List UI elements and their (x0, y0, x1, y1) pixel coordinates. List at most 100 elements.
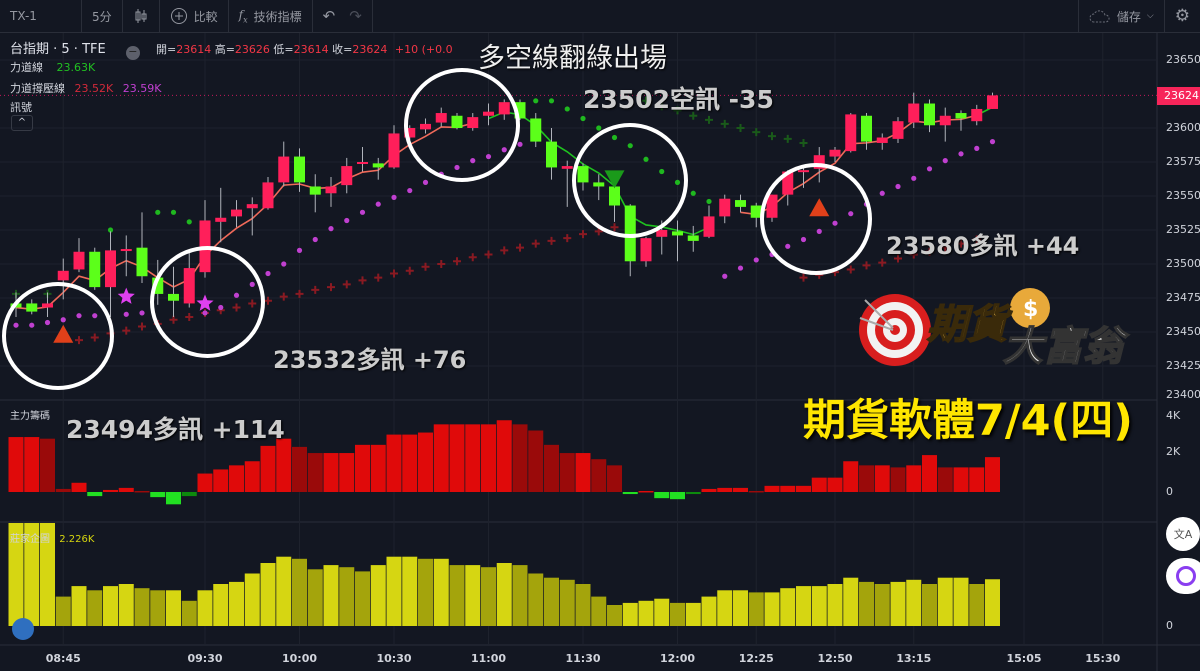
intent-bar (654, 598, 670, 626)
intent-bar (953, 577, 969, 626)
intent-bar (418, 558, 433, 626)
high-label: 高= (214, 43, 235, 56)
main-force-bar (607, 465, 622, 492)
intent-bar (811, 586, 827, 626)
resist-cross (783, 134, 792, 143)
candle-body (876, 137, 888, 143)
main-force-bar (512, 424, 528, 492)
candle-body (955, 113, 967, 119)
intent-bar (512, 565, 528, 626)
candle-body (136, 247, 148, 277)
intent-bar (134, 588, 150, 626)
main-force-bar (197, 473, 213, 492)
plus-circle-icon (170, 8, 187, 24)
main-force-bar (811, 477, 827, 492)
intent-bar (922, 584, 937, 626)
save-button[interactable]: 儲存 ⌵ (1077, 0, 1164, 33)
price-axis-label: 23400 (1166, 388, 1200, 401)
translate-button[interactable]: 文A (1166, 517, 1200, 551)
intent-bar (197, 590, 213, 626)
candle-body (120, 249, 132, 252)
main-force-bar (323, 453, 339, 492)
intent-bar (780, 588, 796, 626)
logo-text: 期貨 (927, 302, 1013, 348)
intent-bar (402, 556, 418, 626)
intent-bar (24, 523, 40, 626)
main-force-bar (591, 459, 607, 492)
intent-bar (796, 586, 811, 626)
signal-circle (150, 246, 265, 358)
intent-bar (465, 565, 481, 626)
support-dot (753, 257, 759, 263)
resist-cross (720, 119, 729, 128)
main-force-bar (953, 467, 969, 492)
main-force-bar (575, 453, 591, 492)
support-cross (311, 285, 320, 294)
main-force-bar (134, 490, 150, 493)
support-cross (421, 262, 430, 271)
intent-bar (40, 523, 55, 626)
main-force-bar (449, 424, 465, 492)
main-force-bar (859, 465, 874, 492)
main-force-bar (229, 465, 244, 492)
resist-cross (799, 138, 808, 147)
main-force-bar (307, 453, 323, 492)
short-signal-note: 23502空訊 -35 (583, 85, 774, 114)
indicators-button[interactable]: fx 技術指標 (229, 0, 313, 33)
candle-body (719, 198, 731, 217)
main-force-bar (87, 492, 103, 497)
redo-icon[interactable]: ↷ (349, 7, 362, 25)
support-cross (563, 234, 572, 243)
panel2-axis-label: 0 (1166, 485, 1173, 498)
main-force-bar (433, 424, 449, 492)
main-force-bar (418, 432, 433, 492)
intent-bar (717, 590, 733, 626)
intent-bar (386, 556, 402, 626)
candle-body (309, 186, 321, 195)
resist-dot (690, 190, 696, 196)
time-axis-label: 11:00 (470, 652, 507, 665)
support-cross (531, 239, 540, 248)
time-axis-label: 09:30 (187, 652, 223, 665)
chart-type-button[interactable] (123, 0, 160, 33)
main-force-bar (780, 485, 796, 492)
app-logo-icon[interactable] (12, 618, 34, 640)
resist-dot (186, 219, 192, 225)
symbol-selector[interactable]: TX-1 (0, 0, 82, 33)
support-dot (281, 261, 287, 267)
collapse-legends-button[interactable]: ^ (11, 115, 33, 131)
signal-circle (572, 123, 688, 238)
resist-cross (752, 128, 761, 137)
compare-button[interactable]: 比較 (160, 0, 229, 33)
main-force-bar (292, 446, 307, 492)
intent-bar (701, 596, 717, 626)
main-force-bar (166, 492, 181, 505)
support-dot (879, 190, 885, 196)
undo-icon[interactable]: ↶ (322, 7, 336, 25)
support-cross (516, 243, 524, 252)
main-force-bar (213, 469, 229, 492)
intent-bar (71, 586, 87, 626)
close-value: 23624 (352, 43, 388, 56)
candle-body (939, 115, 951, 126)
assistant-button[interactable] (1166, 558, 1200, 594)
main-force-bar (701, 488, 717, 492)
main-force-bar (276, 438, 292, 492)
main-force-bar (764, 485, 780, 492)
main-force-name: 主力籌碼 (10, 411, 50, 422)
settings-button[interactable]: ⚙ (1163, 0, 1200, 33)
intent-bar (103, 586, 118, 626)
support-cross (342, 280, 351, 289)
support-cross (122, 326, 131, 335)
resist-dot (596, 125, 602, 131)
support-dot (911, 175, 917, 181)
collapse-legend-button[interactable]: − (125, 46, 140, 60)
support-cross (327, 283, 335, 292)
main-force-bar (559, 453, 575, 492)
support-cross (138, 322, 146, 331)
interval-selector[interactable]: 5分 (82, 0, 123, 33)
top-toolbar: TX-1 5分 比較 fx 技術指標 ↶ ↷ 儲存 ⌵ ⚙ (0, 0, 1200, 33)
candle-body (987, 95, 998, 109)
resist-dot (580, 115, 586, 122)
compare-label: 比較 (193, 9, 218, 24)
